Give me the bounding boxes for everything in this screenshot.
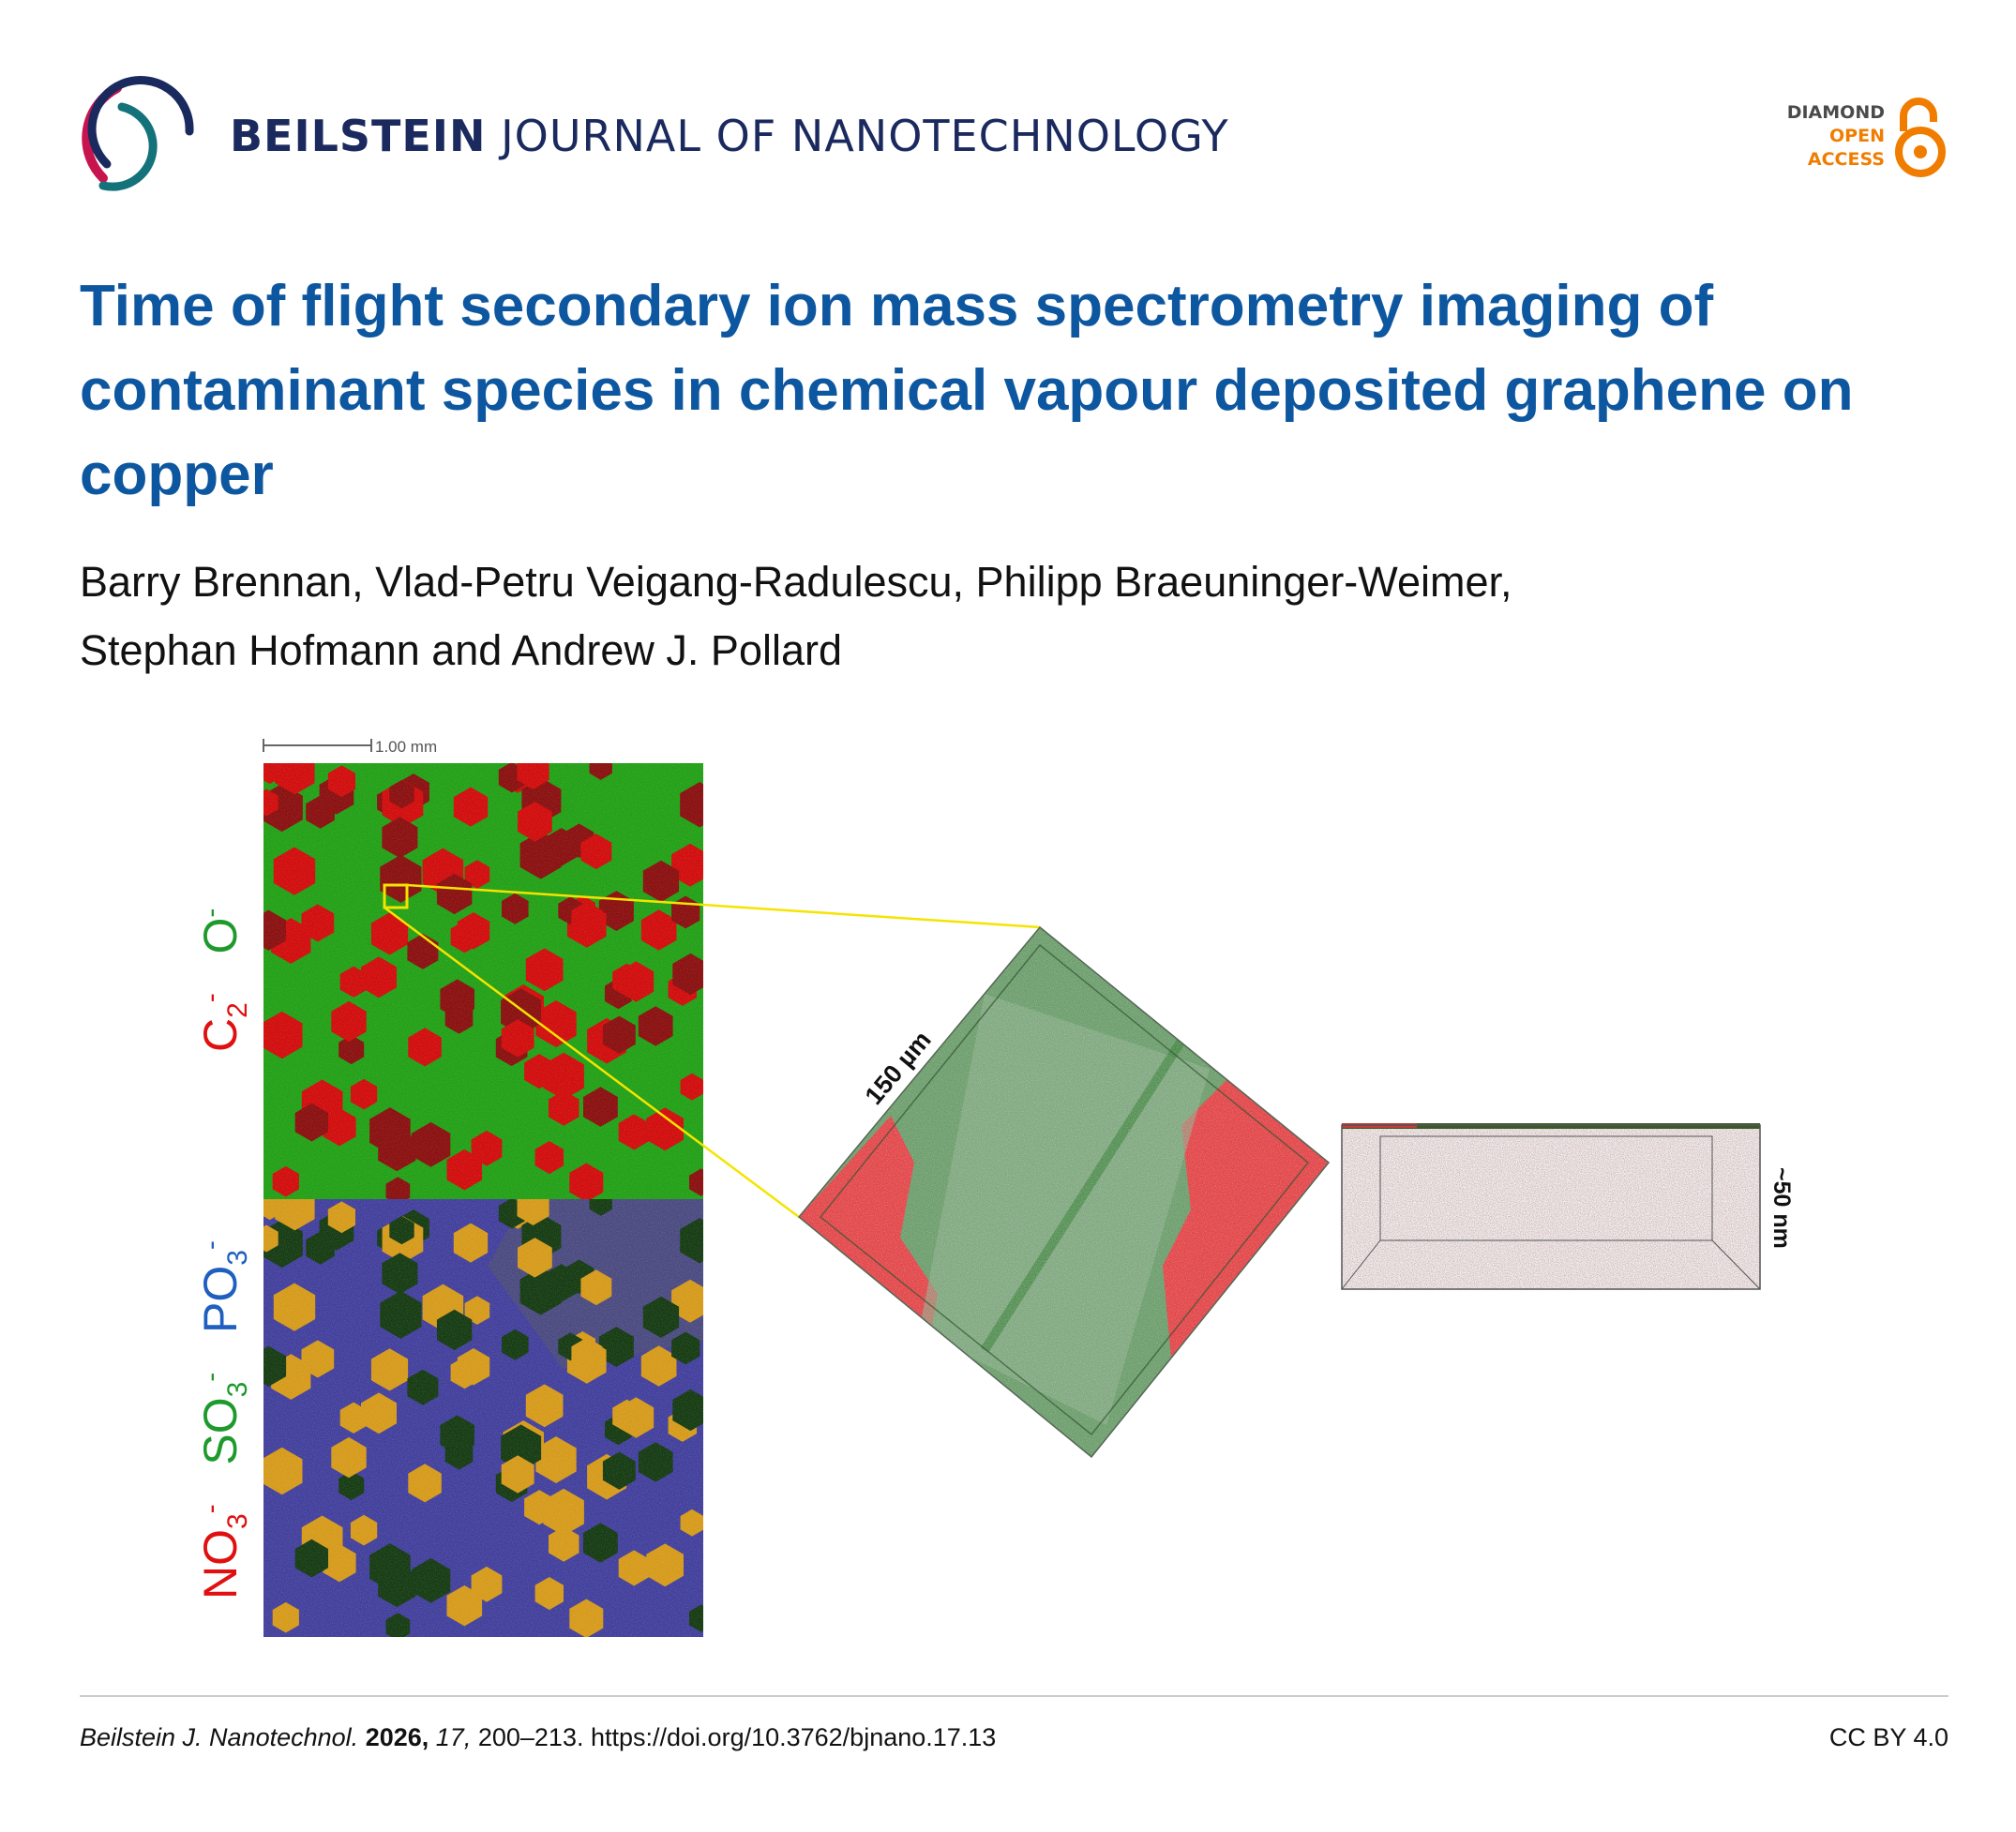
so3-charge: - — [195, 1372, 227, 1382]
scale-bar-label: 1.00 mm — [375, 738, 437, 756]
citation-year: 2026, — [365, 1723, 429, 1751]
po3-charge: - — [195, 1240, 227, 1251]
open-lock-icon — [1895, 98, 1946, 177]
authors-line-1: Barry Brennan, Vlad-Petru Veigang-Radule… — [80, 558, 1512, 606]
so3-subscript: 3 — [222, 1381, 253, 1398]
po3-subscript: 3 — [222, 1250, 253, 1266]
doi-link[interactable]: https://doi.org/10.3762/bjnano.17.13 — [590, 1723, 997, 1751]
license[interactable]: CC BY 4.0 — [1828, 1723, 1948, 1751]
no3-so3-po3-ion-map — [263, 1199, 703, 1637]
top-map-ion-label: C2- O- — [193, 908, 254, 1052]
po3-label: PO — [194, 1265, 247, 1333]
journal-name-bold: BEILSTEIN — [230, 111, 487, 161]
3d-reconstruction-side-view — [1341, 1123, 1761, 1290]
graphical-abstract-figure: 1.00 mm 150 µm ~50 nm — [263, 738, 1795, 1637]
article-title: Time of flight secondary ion mass spectr… — [80, 274, 1854, 507]
so3-label: SO — [194, 1397, 247, 1465]
oa-line3: ACCESS — [1807, 149, 1885, 170]
c2-subscript: 2 — [222, 1002, 253, 1018]
citation-pages: 200–213. — [477, 1723, 584, 1751]
bottom-map-ion-label: NO3- SO3- PO3- — [193, 1240, 254, 1599]
3d-reconstruction-top-view — [799, 927, 1329, 1457]
oa-line1: DIAMOND — [1786, 102, 1885, 123]
footer-divider — [80, 1695, 1948, 1697]
depth-label: ~50 nm — [1768, 1167, 1795, 1249]
c2-label: C — [194, 1017, 247, 1052]
no3-subscript: 3 — [222, 1513, 253, 1529]
authors-line-2: Stephan Hofmann and Andrew J. Pollard — [80, 626, 843, 674]
citation-volume: 17, — [435, 1723, 472, 1751]
o-label: O — [194, 917, 247, 954]
zoom-line-bottom — [384, 906, 800, 1219]
no3-label: NO — [194, 1529, 247, 1599]
oa-line2: OPEN — [1829, 126, 1885, 146]
zoom-line-top — [406, 883, 1041, 929]
beilstein-logo-icon — [82, 76, 194, 191]
citation: Beilstein J. Nanotechnol. 2026, 17, 200–… — [80, 1723, 996, 1752]
c2-charge: - — [195, 993, 227, 1003]
article-authors: Barry Brennan, Vlad-Petru Veigang-Radule… — [80, 548, 1908, 684]
journal-name: BEILSTEIN JOURNAL OF NANOTECHNOLOGY — [230, 111, 1229, 161]
o-charge: - — [195, 908, 227, 918]
journal-name-rest: JOURNAL OF NANOTECHNOLOGY — [501, 111, 1229, 161]
no3-charge: - — [195, 1504, 227, 1514]
diamond-open-access: DIAMOND OPEN ACCESS — [1787, 101, 1885, 172]
c2-o-ion-map — [263, 763, 703, 1199]
scale-bar: 1.00 mm — [263, 738, 437, 756]
zoom-region-marker — [383, 883, 409, 909]
citation-journal: Beilstein J. Nanotechnol. — [80, 1723, 359, 1751]
